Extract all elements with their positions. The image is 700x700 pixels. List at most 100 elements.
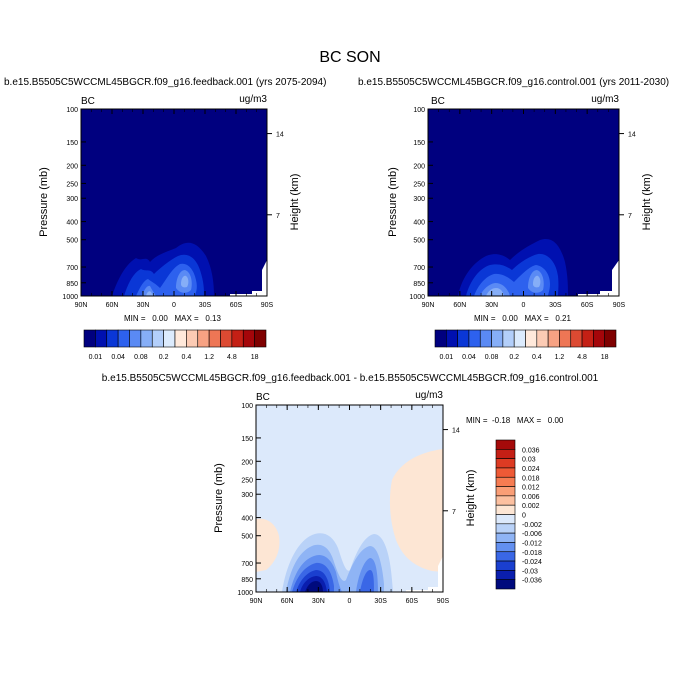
x-tick-label: 60S	[230, 302, 243, 309]
y-tick-label: 300	[241, 492, 253, 499]
x-tick-label: 60N	[281, 598, 294, 605]
height-tick-label: 7	[628, 213, 632, 220]
colorbar-label: 4.8	[227, 354, 237, 361]
colorbar-box	[95, 329, 108, 348]
colorbar-label: -0.002	[522, 522, 542, 529]
y-tick-label: 250	[413, 181, 425, 188]
colorbar-box	[495, 560, 516, 571]
colorbar-label: 0.03	[522, 457, 536, 464]
y-axis-label-right: Height (km)	[289, 174, 301, 231]
colorbar-label: 0	[522, 513, 526, 520]
colorbar-box	[117, 329, 130, 348]
colorbar-box	[513, 329, 526, 348]
height-tick-label: 7	[276, 213, 280, 220]
panel-right-label: ug/m3	[591, 94, 619, 105]
colorbar: 0.036 0.03 0.024 0.018 0.012 0.006 0.002 0 -0.00…	[495, 439, 542, 590]
colorbar-box	[536, 329, 549, 348]
colorbar-label: -0.012	[522, 540, 542, 547]
colorbar-label: 0.002	[522, 503, 540, 510]
colorbar: 0.01 0.04 0.08 0.2 0.4 1.2 4.8 18	[434, 329, 617, 361]
colorbar-box	[197, 329, 210, 348]
x-tick-label: 0	[172, 302, 176, 309]
y-tick-label: 700	[66, 265, 78, 272]
y-tick-label: 500	[413, 238, 425, 245]
colorbar-label: 18	[251, 354, 259, 361]
colorbar-box	[495, 514, 516, 525]
y-tick-label: 150	[241, 436, 253, 443]
colorbar-box	[495, 449, 516, 459]
y-tick-label: 100	[413, 107, 425, 114]
panel-difference: b.e15.B5505C5WCCML45BGCR.f09_g16.feedbac…	[102, 373, 599, 605]
y-tick-label: 850	[241, 577, 253, 584]
panel-feedback: b.e15.B5505C5WCCML45BGCR.f09_g16.feedbac…	[4, 77, 326, 361]
colorbar-box	[559, 329, 572, 348]
panel-right-label: ug/m3	[415, 390, 443, 401]
colorbar-label: 0.08	[485, 354, 499, 361]
colorbar-label: 0.4	[182, 354, 192, 361]
colorbar-box	[457, 329, 470, 348]
y-axis-label: Pressure (mb)	[213, 463, 225, 533]
x-tick-label: 30N	[137, 302, 150, 309]
colorbar-box	[570, 329, 583, 348]
x-tick-label: 30N	[485, 302, 498, 309]
x-tick-label: 30N	[312, 598, 325, 605]
y-tick-marks: 100 150 200 250 300 400 500 700 850 1000	[62, 107, 86, 301]
contour-level-4	[142, 270, 192, 296]
y-tick-label: 500	[241, 534, 253, 541]
height-tick-marks: 14 7	[443, 428, 460, 516]
colorbar-box	[495, 486, 516, 497]
panel-left-label: BC	[431, 96, 445, 107]
colorbar-label: 1.2	[555, 354, 565, 361]
colorbar-label: 0.01	[440, 354, 454, 361]
panel-title: b.e15.B5505C5WCCML45BGCR.f09_g16.feedbac…	[4, 77, 326, 88]
colorbar-box	[254, 329, 267, 348]
min-max-stats: MIN = 0.00 MAX = 0.13	[124, 314, 221, 323]
contour-level-5	[486, 275, 541, 296]
x-tick-label: 60S	[581, 302, 594, 309]
surface-mask	[578, 260, 619, 296]
colorbar-label: 4.8	[577, 354, 587, 361]
figure-title: BC SON	[319, 49, 380, 66]
colorbar-box	[495, 458, 516, 469]
x-tick-label: 60S	[406, 598, 419, 605]
contour-field	[458, 238, 619, 296]
colorbar-box	[502, 329, 515, 348]
panel-title: b.e15.B5505C5WCCML45BGCR.f09_g16.feedbac…	[102, 373, 599, 384]
colorbar-box	[495, 542, 516, 553]
colorbar-label: 0.024	[522, 466, 540, 473]
colorbar-box	[495, 467, 516, 478]
contour-field	[112, 242, 267, 296]
y-axis-label-right: Height (km)	[465, 470, 477, 527]
colorbar-box	[83, 329, 96, 348]
positive-region-left	[256, 518, 280, 572]
min-max-stats: MIN = 0.00 MAX = 0.21	[474, 314, 571, 323]
contour-level-5	[146, 275, 189, 296]
colorbar-label: 0.036	[522, 447, 540, 454]
x-tick-label: 90N	[75, 302, 88, 309]
height-tick-label: 14	[276, 132, 284, 139]
colorbar-label: 0.01	[89, 354, 103, 361]
y-tick-marks: 100 150 200 250 300 400 500 700 850 1000	[237, 403, 261, 597]
colorbar-label: 18	[601, 354, 609, 361]
x-tick-label: 0	[522, 302, 526, 309]
x-tick-label: 30S	[199, 302, 212, 309]
y-tick-label: 300	[413, 196, 425, 203]
colorbar-label: 0.012	[522, 485, 540, 492]
x-tick-label: 0	[348, 598, 352, 605]
colorbar-box	[495, 504, 516, 515]
y-tick-label: 850	[66, 281, 78, 288]
colorbar-box	[129, 329, 142, 348]
colorbar-box	[106, 329, 119, 348]
y-tick-label: 250	[241, 477, 253, 484]
colorbar-label: -0.03	[522, 568, 538, 575]
colorbar-label: -0.024	[522, 559, 542, 566]
y-tick-label: 400	[413, 220, 425, 227]
x-tick-label: 90S	[261, 302, 274, 309]
colorbar-box	[547, 329, 560, 348]
colorbar-label: -0.018	[522, 550, 542, 557]
panel-left-label: BC	[81, 96, 95, 107]
y-tick-label: 1000	[237, 590, 253, 597]
y-tick-label: 150	[66, 140, 78, 147]
panel-title: b.e15.B5505C5WCCML45BGCR.f09_g16.control…	[358, 77, 669, 88]
panel-right-label: ug/m3	[239, 94, 267, 105]
